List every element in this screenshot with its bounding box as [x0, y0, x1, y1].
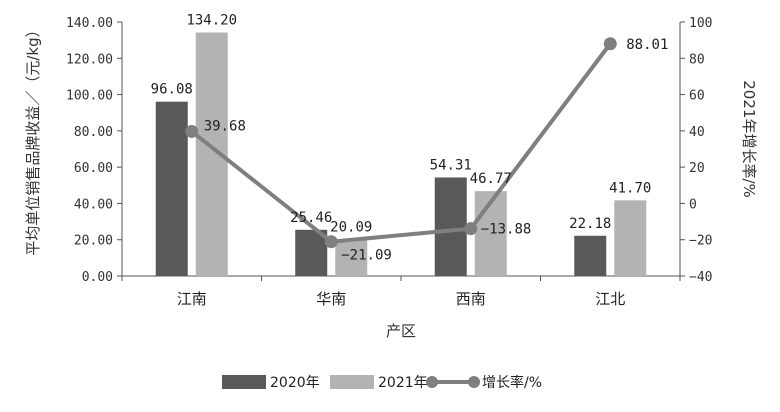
- bar-data-label: 134.20: [186, 13, 237, 29]
- right-y-tick-label: 40: [689, 125, 705, 140]
- left-y-tick-label: 20.00: [74, 234, 113, 249]
- bar-2020: [155, 101, 188, 276]
- bar-2021: [335, 239, 368, 276]
- right-y-tick-label: −20: [689, 234, 712, 249]
- right-y-tick-label: 0: [689, 197, 697, 212]
- bar-data-label: 46.77: [470, 171, 512, 187]
- bar-data-label: 22.18: [569, 216, 611, 232]
- right-y-tick-label: 60: [689, 89, 705, 104]
- left-y-tick-label: 120.00: [66, 52, 113, 67]
- growth-data-label: −13.88: [481, 222, 532, 238]
- bar-data-label: 20.09: [330, 220, 372, 236]
- bar-2020: [295, 229, 328, 276]
- left-y-tick-label: 140.00: [66, 16, 113, 31]
- left-y-tick-label: 40.00: [74, 197, 113, 212]
- growth-point: [324, 235, 338, 249]
- legend-label-2021: 2021年: [378, 375, 428, 391]
- legend-marker-growth-right: [468, 376, 480, 388]
- growth-point: [185, 124, 199, 138]
- growth-line-path: [190, 42, 612, 244]
- growth-point: [464, 222, 478, 236]
- growth-data-label: 88.01: [626, 37, 668, 53]
- x-tick-label: 华南: [316, 290, 346, 308]
- bars: [155, 32, 647, 276]
- bar-data-label: 54.31: [430, 157, 472, 173]
- left-y-tick-label: 100.00: [66, 89, 113, 104]
- left-y-axis-title: 平均单位销售品牌收益／（元/kg）: [24, 22, 42, 255]
- growth-data-label: 39.68: [204, 118, 246, 134]
- right-y-tick-label: 80: [689, 52, 705, 67]
- growth-line: [185, 37, 617, 249]
- legend-label-growth: 增长率/%: [482, 374, 542, 391]
- left-y-tick-label: 60.00: [74, 161, 113, 176]
- growth-point: [603, 37, 617, 51]
- legend-swatch-2021: [330, 375, 374, 389]
- left-y-tick-label: 0.00: [82, 270, 113, 285]
- growth-data-label: −21.09: [341, 248, 392, 264]
- bar-data-label: 41.70: [609, 180, 651, 196]
- bar-2020: [574, 235, 607, 276]
- axis-titles: 产区 平均单位销售品牌收益／（元/kg） 2021年增长率/%: [24, 22, 758, 340]
- legend-label-2020: 2020年: [270, 375, 320, 391]
- bar-data-label: 96.08: [151, 82, 193, 98]
- legend: 2020年 2021年 增长率/%: [222, 374, 542, 391]
- x-tick-label: 西南: [456, 290, 486, 308]
- bar-2021: [614, 200, 647, 276]
- x-tick-label: 江北: [595, 290, 625, 308]
- right-y-tick-label: −40: [689, 270, 712, 285]
- right-y-tick-label: 20: [689, 161, 705, 176]
- bar-data-label: 25.46: [290, 210, 332, 226]
- legend-marker-growth-left: [426, 376, 438, 388]
- x-tick-label: 江南: [177, 290, 207, 308]
- right-y-axis-title: 2021年增长率/%: [740, 80, 758, 197]
- legend-swatch-2020: [222, 375, 266, 389]
- axes: 0.00 20.00 40.00 60.00 80.00 100.00 120.00 140.…: [66, 16, 712, 308]
- x-axis-title: 产区: [386, 322, 416, 340]
- right-y-tick-label: 100: [689, 16, 712, 31]
- left-y-tick-label: 80.00: [74, 125, 113, 140]
- data-labels: 96.08 25.46 54.31 22.18 134.20 20.09 46.77 41.7…: [151, 13, 669, 264]
- bar-2020: [434, 177, 467, 276]
